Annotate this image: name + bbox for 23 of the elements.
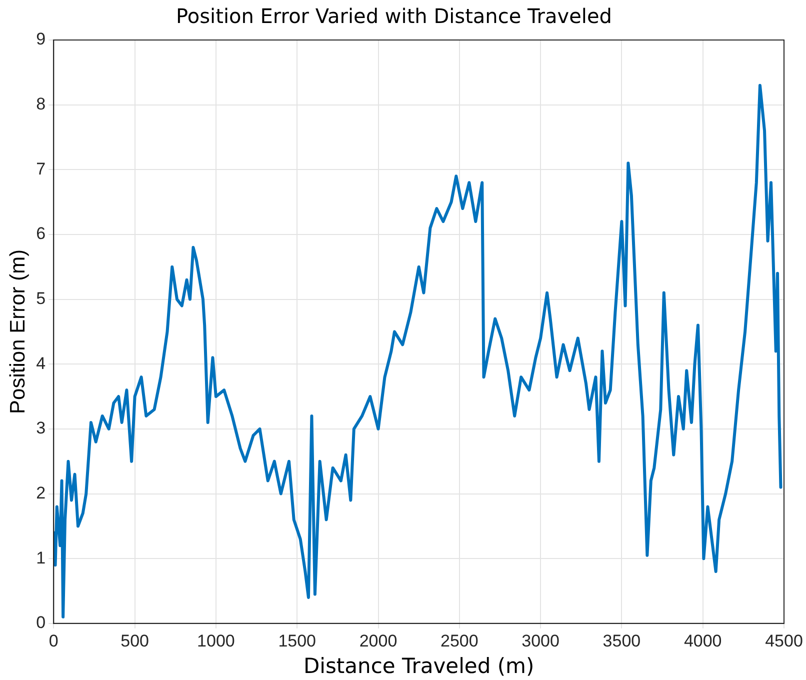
y-tick-label: 3 <box>36 418 46 438</box>
x-axis-title: Distance Traveled (m) <box>303 654 534 678</box>
y-tick-label: 7 <box>36 159 46 178</box>
y-tick-label: 5 <box>36 288 46 308</box>
y-tick-label: 6 <box>36 224 46 244</box>
x-tick-label: 3500 <box>602 631 641 650</box>
y-tick-label: 0 <box>36 613 46 632</box>
y-tick-label: 8 <box>36 94 46 114</box>
y-tick-label: 1 <box>36 548 46 568</box>
x-tick-label: 2500 <box>440 631 478 650</box>
chart-title: Position Error Varied with Distance Traveled <box>176 4 612 28</box>
x-tick-label: 1000 <box>197 631 235 650</box>
x-tick-label: 4000 <box>684 631 722 650</box>
y-axis-title: Position Error (m) <box>6 249 30 414</box>
x-tick-label: 2000 <box>359 631 398 650</box>
y-tick-label: 9 <box>36 30 46 49</box>
x-tick-label: 0 <box>48 631 58 650</box>
x-tick-label: 4500 <box>765 631 803 650</box>
x-tick-label: 3000 <box>522 631 560 650</box>
y-tick-label: 4 <box>36 354 46 373</box>
y-tick-label: 2 <box>36 483 46 502</box>
x-tick-label: 1500 <box>278 631 316 650</box>
x-tick-label: 500 <box>120 631 149 650</box>
